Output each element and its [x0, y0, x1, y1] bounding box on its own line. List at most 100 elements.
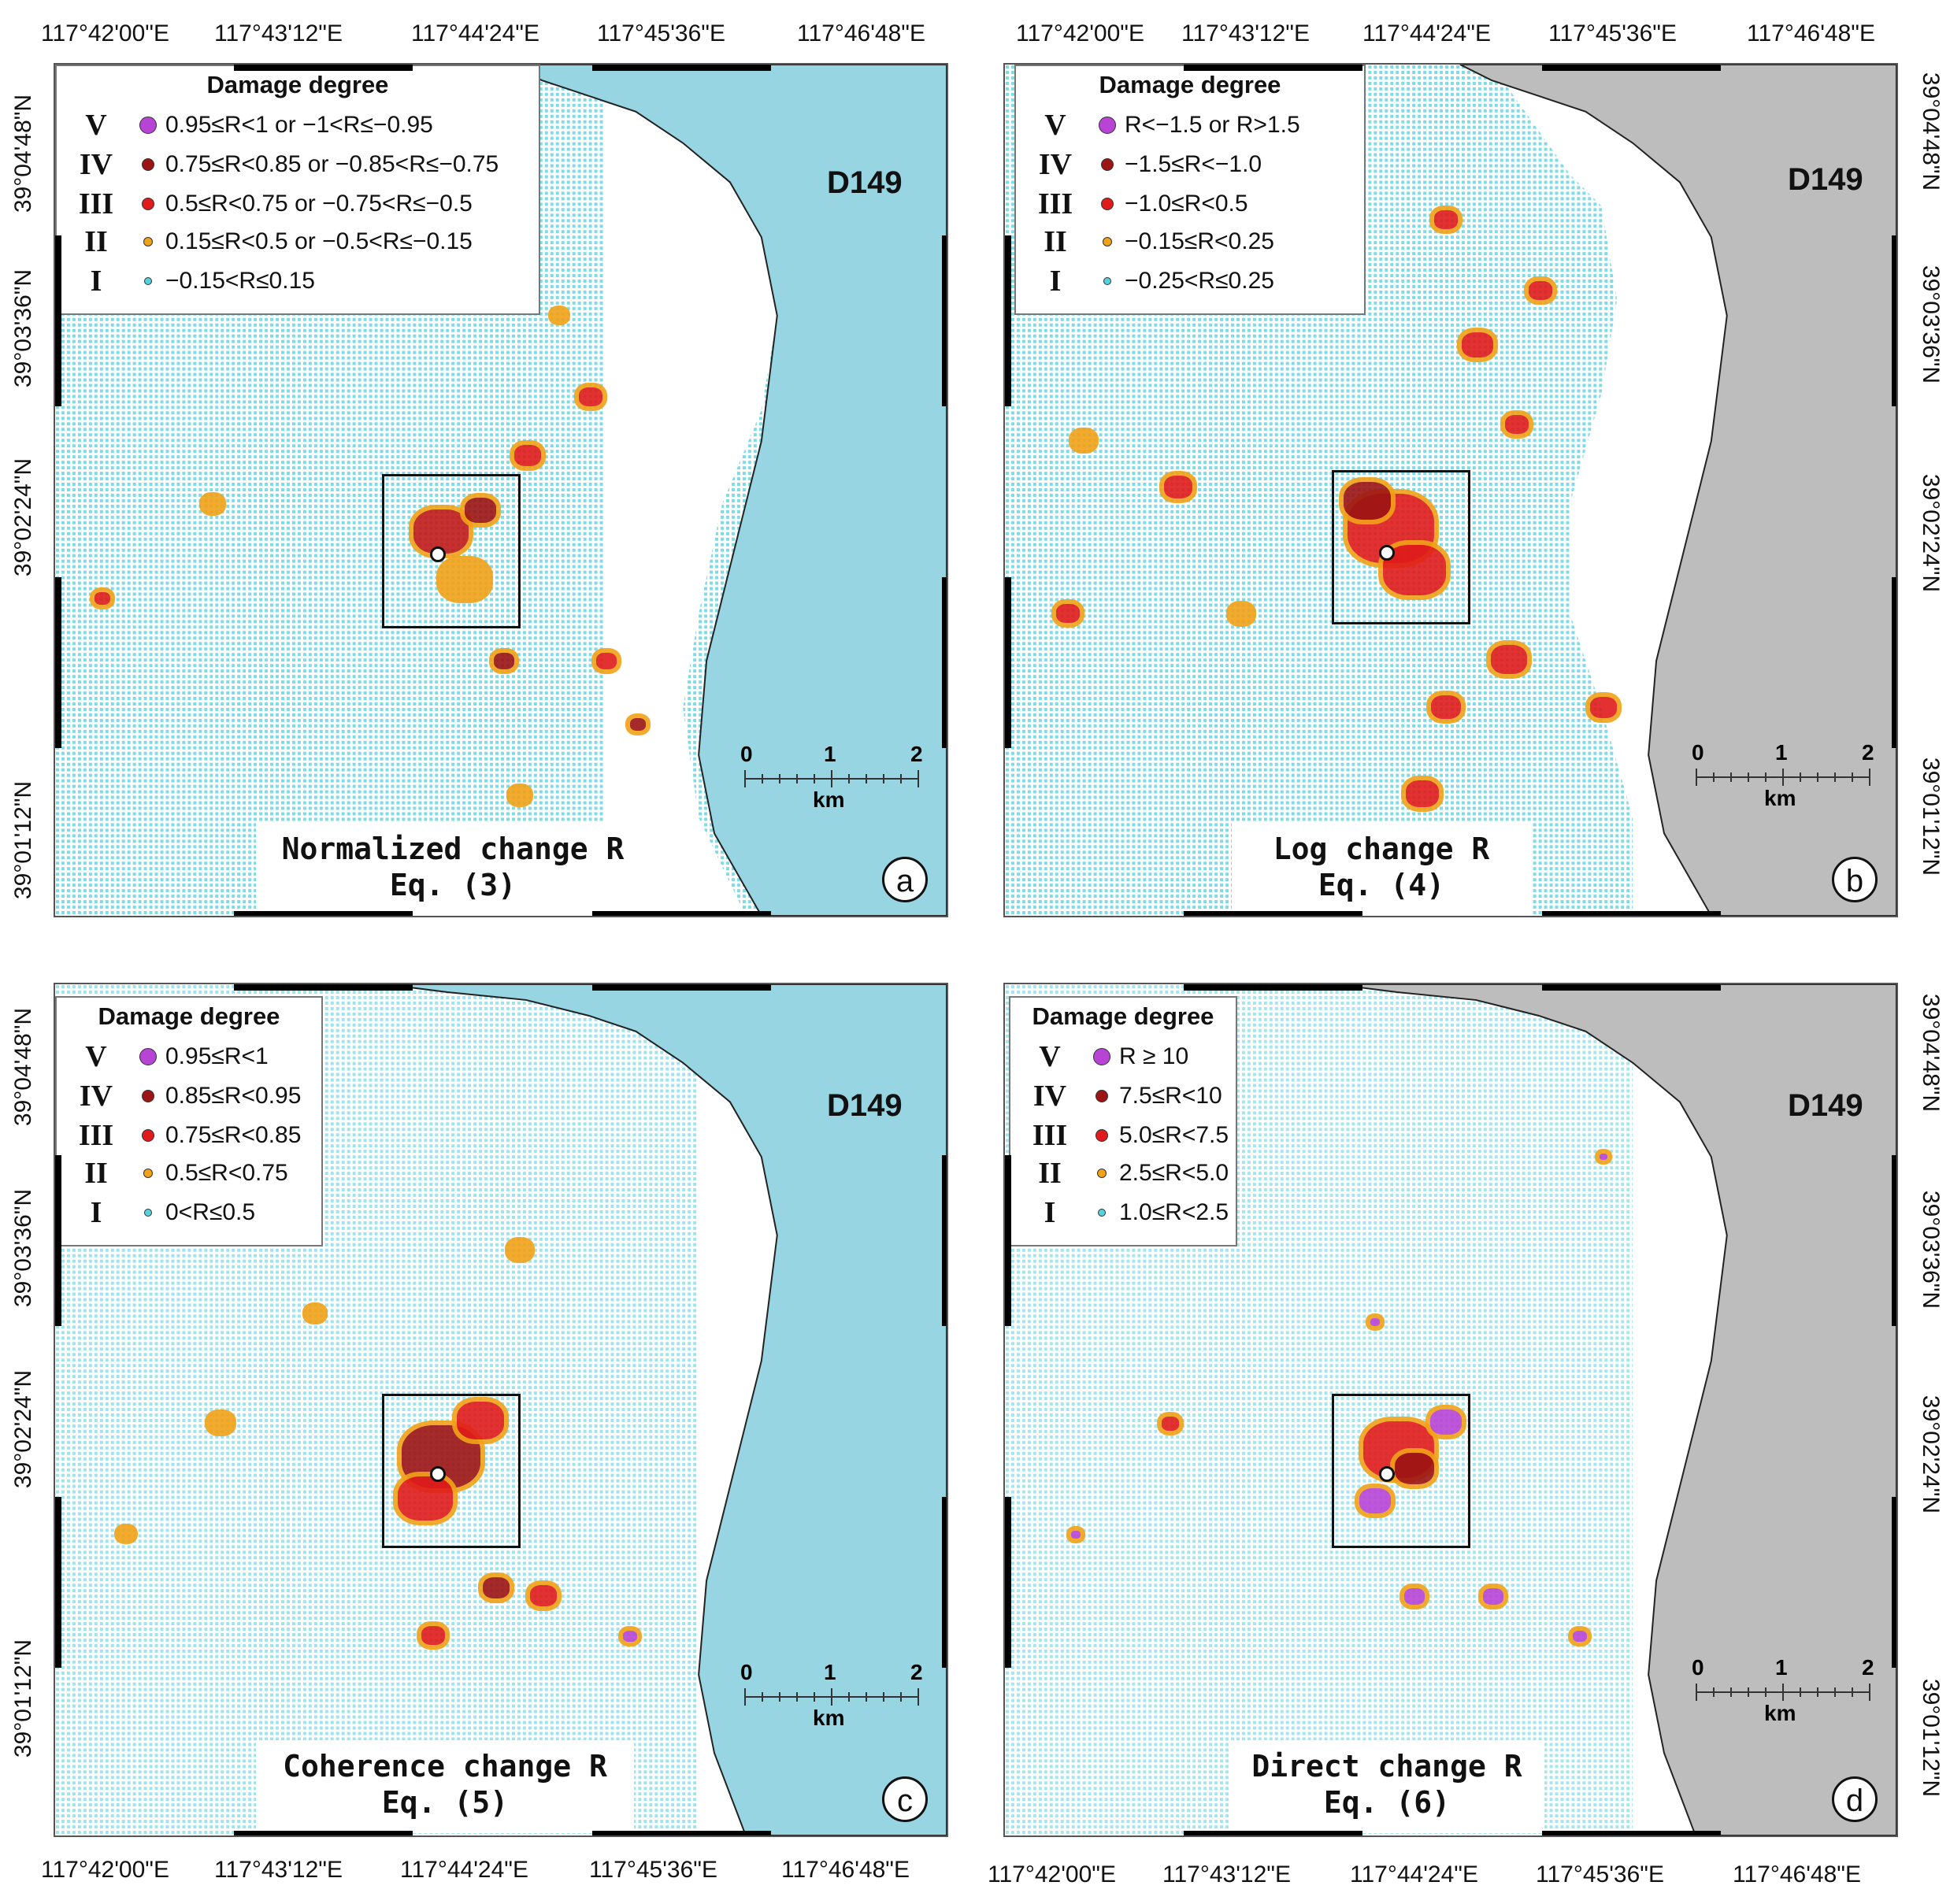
lat-label: 39°04'48"N: [1918, 993, 1944, 1113]
lon-label: 117°46'48"E: [1747, 20, 1875, 46]
legend-row-i: I −0.15<R≤0.15: [57, 261, 315, 301]
legend-row-ii: II 0.15≤R<0.5 or −0.5<R≤−0.15: [57, 222, 473, 261]
class-range: 0.95≤R<1: [165, 1043, 269, 1069]
legend-row-v: V 0.95≤R<1: [57, 1037, 269, 1076]
frame-tick: [1892, 235, 1896, 406]
damage-cluster: [1359, 1488, 1391, 1513]
frame-tick: [1541, 65, 1721, 71]
class-v-symbol: [1099, 117, 1116, 134]
damage-cluster: [95, 592, 110, 605]
damage-cluster: [1483, 1588, 1503, 1605]
legend-row-v: V R ≥ 10: [1010, 1037, 1188, 1076]
lat-label: 39°02'24"N: [1918, 473, 1944, 593]
frame-tick: [234, 911, 413, 916]
damage-cluster: [307, 1307, 323, 1320]
scale-unit: km: [1764, 786, 1796, 810]
class-label: III: [78, 1119, 114, 1152]
class-label: I: [1049, 265, 1062, 298]
class-ii-symbol: [143, 237, 153, 246]
class-ii-symbol: [1097, 1169, 1107, 1178]
title-line-1: Coherence change R: [283, 1749, 607, 1784]
epicenter-marker: [430, 1466, 446, 1482]
damage-cluster: [209, 1414, 232, 1432]
track-label: D149: [827, 165, 903, 200]
class-iii-symbol: [1095, 1129, 1108, 1142]
legend-row-ii: II −0.15≤R<0.25: [1016, 222, 1274, 261]
damage-cluster: [1491, 645, 1527, 674]
frame-tick: [942, 235, 947, 406]
scale-label: 0: [1692, 1655, 1704, 1680]
land-area: [1459, 65, 1896, 916]
damage-cluster: [441, 561, 488, 598]
class-range: 0.5≤R<0.75: [165, 1160, 288, 1186]
class-range: R<−1.5 or R>1.5: [1125, 112, 1300, 138]
damage-cluster: [623, 1631, 637, 1643]
scale-label: 1: [1775, 740, 1788, 765]
frame-tick: [1184, 1831, 1363, 1835]
legend-row-i: I −0.25<R≤0.25: [1016, 261, 1274, 301]
scale-label: 2: [1862, 740, 1874, 765]
title-line-1: Direct change R: [1251, 1749, 1522, 1784]
scale-unit: km: [813, 1706, 845, 1730]
class-v-symbol: [139, 1048, 157, 1065]
frame-tick: [1184, 911, 1363, 916]
damage-cluster: [553, 310, 565, 320]
scale-label: 0: [740, 1660, 753, 1684]
damage-cluster: [1162, 1417, 1179, 1431]
lon-label: 117°42'00"E: [41, 20, 169, 46]
lon-label: 117°42'00"E: [41, 1857, 169, 1883]
class-range: 5.0≤R<7.5: [1119, 1122, 1229, 1148]
study-area-box: [382, 474, 521, 628]
track-label: D149: [1788, 162, 1863, 197]
class-label: V: [1039, 1040, 1061, 1073]
lat-label: 39°03'36"N: [1918, 1190, 1944, 1309]
lon-label: 117°45'36"E: [597, 20, 725, 46]
damage-cluster: [413, 509, 469, 554]
damage-cluster: [494, 653, 514, 669]
class-label: I: [90, 1196, 102, 1229]
class-iv-symbol: [142, 1090, 154, 1102]
scale-label: 1: [824, 742, 836, 766]
lon-label: 117°44'24"E: [1362, 20, 1491, 46]
legend-title: Damage degree: [206, 71, 389, 98]
class-label: II: [1044, 225, 1067, 258]
title-line-2: Eq. (4): [1318, 868, 1445, 902]
frame-tick: [1005, 235, 1011, 406]
lon-label: 117°43'12"E: [214, 20, 343, 46]
frame-tick: [1892, 577, 1896, 748]
damage-cluster: [1430, 1409, 1462, 1435]
class-iii-symbol: [142, 1129, 154, 1142]
legend: Damage degree V 0.95≤R<1 IV 0.85≤R<0.95 II…: [55, 996, 323, 1246]
damage-cluster: [1505, 415, 1529, 434]
class-range: −1.0≤R<0.5: [1125, 191, 1248, 217]
frame-tick: [591, 65, 771, 71]
class-label: III: [1037, 187, 1073, 220]
legend-title: Damage degree: [1032, 1002, 1214, 1030]
class-label: IV: [1032, 1080, 1067, 1113]
legend-row-v: V R<−1.5 or R>1.5: [1016, 106, 1300, 145]
lon-label: 117°45'36"E: [1548, 20, 1677, 46]
class-iii-symbol: [1101, 198, 1114, 210]
class-ii-symbol: [1103, 237, 1112, 246]
class-label: IV: [1038, 148, 1073, 181]
lon-label: 117°46'48"E: [1733, 1861, 1861, 1887]
panel-letter: b: [1832, 857, 1878, 902]
lat-label: 39°01'12"N: [10, 780, 36, 900]
panel-title: Log change R Eq. (4): [1232, 823, 1531, 916]
frame-tick: [1005, 1155, 1011, 1326]
legend-row-iii: III 0.75≤R<0.85: [57, 1116, 302, 1155]
damage-cluster: [1590, 697, 1617, 719]
legend: Damage degree V 0.95≤R<1 or −1<R≤−0.95 IV…: [55, 65, 540, 315]
frame-tick: [1005, 1497, 1011, 1668]
frame-tick: [1005, 577, 1011, 748]
frame-tick: [1541, 911, 1721, 916]
track-label: D149: [827, 1088, 903, 1123]
track-label: D149: [1788, 1088, 1863, 1123]
legend-row-iv: IV 7.5≤R<10: [1010, 1076, 1222, 1116]
epicenter-marker: [430, 546, 446, 562]
damage-cluster: [1529, 281, 1552, 300]
lon-label: 117°44'24"E: [400, 1857, 528, 1883]
panel-letter: a: [882, 857, 928, 902]
class-i-symbol: [1098, 1209, 1106, 1217]
lat-label: 39°04'48"N: [10, 94, 36, 213]
